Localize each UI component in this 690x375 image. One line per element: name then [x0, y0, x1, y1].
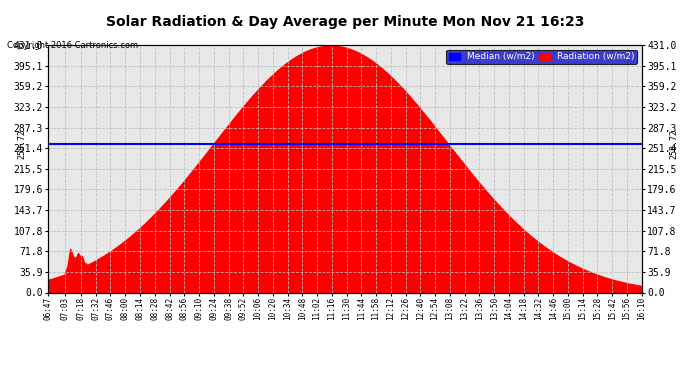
Legend: Median (w/m2), Radiation (w/m2): Median (w/m2), Radiation (w/m2): [446, 50, 637, 64]
Text: 258.72: 258.72: [670, 129, 679, 159]
Text: 258.72: 258.72: [17, 129, 26, 159]
Text: Copyright 2016 Cartronics.com: Copyright 2016 Cartronics.com: [7, 41, 138, 50]
Text: Solar Radiation & Day Average per Minute Mon Nov 21 16:23: Solar Radiation & Day Average per Minute…: [106, 15, 584, 29]
